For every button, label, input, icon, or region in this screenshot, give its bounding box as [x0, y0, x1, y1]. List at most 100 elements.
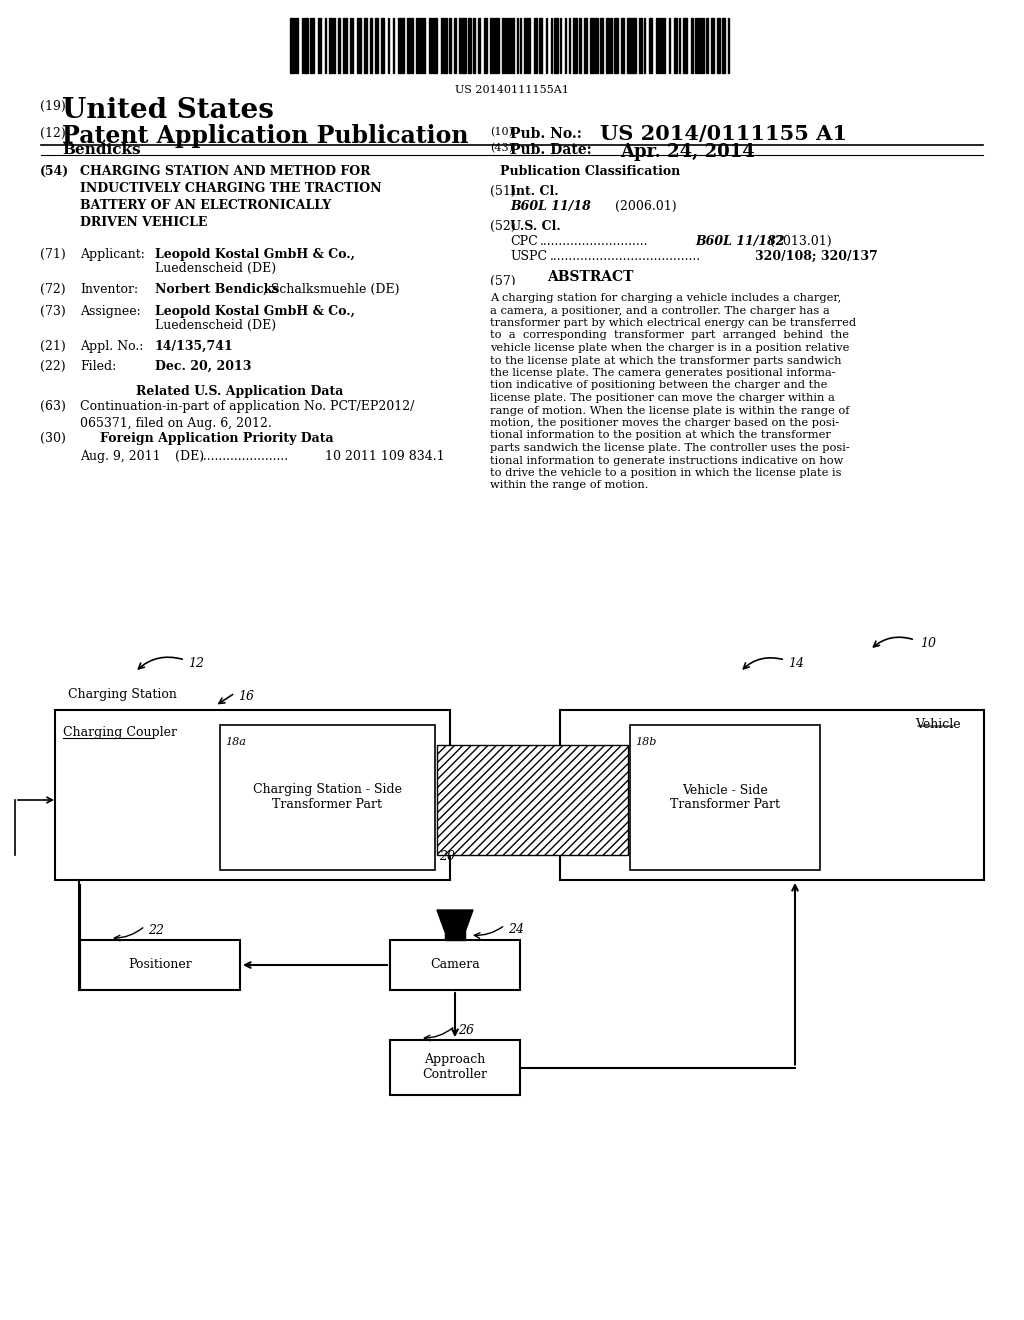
Bar [330, 18, 332, 73]
Text: to drive the vehicle to a position in which the license plate is: to drive the vehicle to a position in wh… [490, 469, 842, 478]
Text: Approach
Controller: Approach Controller [423, 1053, 487, 1081]
Text: 24: 24 [508, 923, 524, 936]
Bar [397, 18, 401, 73]
Bar [388, 18, 389, 73]
Bar [717, 18, 721, 73]
Bar [658, 18, 660, 73]
Bar [534, 18, 538, 73]
Bar [551, 18, 552, 73]
Bar [80, 940, 240, 990]
Text: Vehicle - Side
Transformer Part: Vehicle - Side Transformer Part [670, 784, 780, 812]
Text: parts sandwich the license plate. The controller uses the posi-: parts sandwich the license plate. The co… [490, 444, 850, 453]
Bar [630, 725, 820, 870]
Bar [674, 18, 678, 73]
Bar [304, 18, 308, 73]
Text: B60L 11/182: B60L 11/182 [695, 235, 784, 248]
Bar [627, 18, 631, 73]
Text: , Schalksmuehle (DE): , Schalksmuehle (DE) [263, 282, 399, 296]
Text: Leopold Kostal GmbH & Co.,: Leopold Kostal GmbH & Co., [155, 305, 355, 318]
Bar [728, 18, 729, 73]
Bar [539, 18, 543, 73]
Text: .......................................: ....................................... [550, 249, 701, 263]
Bar [546, 18, 547, 73]
Text: a camera, a positioner, and a controller. The charger has a: a camera, a positioner, and a controller… [490, 305, 829, 315]
Bar [411, 18, 413, 73]
Text: 26: 26 [458, 1024, 474, 1038]
Text: Bendicks: Bendicks [62, 143, 140, 157]
Text: 14/135,741: 14/135,741 [155, 341, 233, 352]
Text: (52): (52) [490, 220, 516, 234]
Text: tional information to the position at which the transformer: tional information to the position at wh… [490, 430, 830, 441]
Bar [507, 18, 509, 73]
Bar [573, 18, 577, 73]
Bar [429, 18, 432, 73]
Text: 10 2011 109 834.1: 10 2011 109 834.1 [325, 450, 444, 463]
Text: (19): (19) [40, 100, 66, 114]
Text: Norbert Bendicks: Norbert Bendicks [155, 282, 280, 296]
Text: Pub. Date:: Pub. Date: [510, 143, 592, 157]
Bar [444, 18, 446, 73]
Text: motion, the positioner moves the charger based on the posi-: motion, the positioner moves the charger… [490, 418, 840, 428]
Text: (51): (51) [490, 185, 516, 198]
Text: Charging Station - Side
Transformer Part: Charging Station - Side Transformer Part [253, 784, 402, 812]
Bar [510, 18, 511, 73]
Bar [433, 18, 437, 73]
Text: (57): (57) [490, 275, 516, 288]
Text: ABSTRACT: ABSTRACT [547, 271, 633, 284]
Bar [683, 18, 687, 73]
Text: range of motion. When the license plate is within the range of: range of motion. When the license plate … [490, 405, 850, 416]
Bar [343, 18, 344, 73]
Bar [345, 18, 347, 73]
Bar [679, 18, 680, 73]
Text: 18b: 18b [635, 737, 656, 747]
Text: the license plate. The camera generates positional informa-: the license plate. The camera generates … [490, 368, 836, 378]
Bar [695, 18, 697, 73]
Bar [437, 744, 628, 855]
Text: 12: 12 [188, 657, 204, 671]
Text: Inventor:: Inventor: [80, 282, 138, 296]
Bar [580, 18, 581, 73]
Text: A charging station for charging a vehicle includes a charger,: A charging station for charging a vehicl… [490, 293, 842, 304]
Bar [690, 18, 693, 73]
Bar [655, 18, 657, 73]
Bar [325, 18, 326, 73]
Bar [517, 18, 518, 73]
Text: 320/108; 320/137: 320/108; 320/137 [755, 249, 878, 263]
Bar [595, 18, 598, 73]
Bar [498, 18, 500, 73]
Bar [440, 18, 443, 73]
Text: Applicant:: Applicant: [80, 248, 144, 261]
Text: 22: 22 [148, 924, 164, 937]
Bar [622, 18, 624, 73]
Text: United States: United States [62, 96, 273, 124]
Bar [459, 18, 461, 73]
Text: Luedenscheid (DE): Luedenscheid (DE) [155, 319, 276, 333]
Polygon shape [445, 931, 465, 940]
Text: (43): (43) [490, 143, 513, 153]
Text: US 2014/0111155 A1: US 2014/0111155 A1 [600, 124, 847, 144]
Bar [512, 18, 514, 73]
Bar [302, 18, 303, 73]
Text: 18a: 18a [225, 737, 246, 747]
Text: tion indicative of positioning between the charger and the: tion indicative of positioning between t… [490, 380, 827, 391]
Text: Pub. No.:: Pub. No.: [510, 127, 582, 141]
Bar [478, 18, 480, 73]
Bar [381, 18, 384, 73]
Text: (10): (10) [490, 127, 513, 137]
Bar [483, 18, 487, 73]
Bar [317, 18, 322, 73]
Bar [402, 18, 403, 73]
Text: Leopold Kostal GmbH & Co.,: Leopold Kostal GmbH & Co., [155, 248, 355, 261]
Bar [699, 18, 701, 73]
Bar [519, 18, 521, 73]
Bar [614, 18, 617, 73]
Text: Charging Station: Charging Station [68, 688, 177, 701]
Bar [290, 18, 294, 73]
Bar [473, 18, 475, 73]
Text: (73): (73) [40, 305, 66, 318]
Text: Dec. 20, 2013: Dec. 20, 2013 [155, 360, 251, 374]
Bar [584, 18, 587, 73]
Text: (12): (12) [40, 127, 66, 140]
Text: (30): (30) [40, 432, 66, 445]
Text: transformer part by which electrical energy can be transferred: transformer part by which electrical ene… [490, 318, 856, 327]
